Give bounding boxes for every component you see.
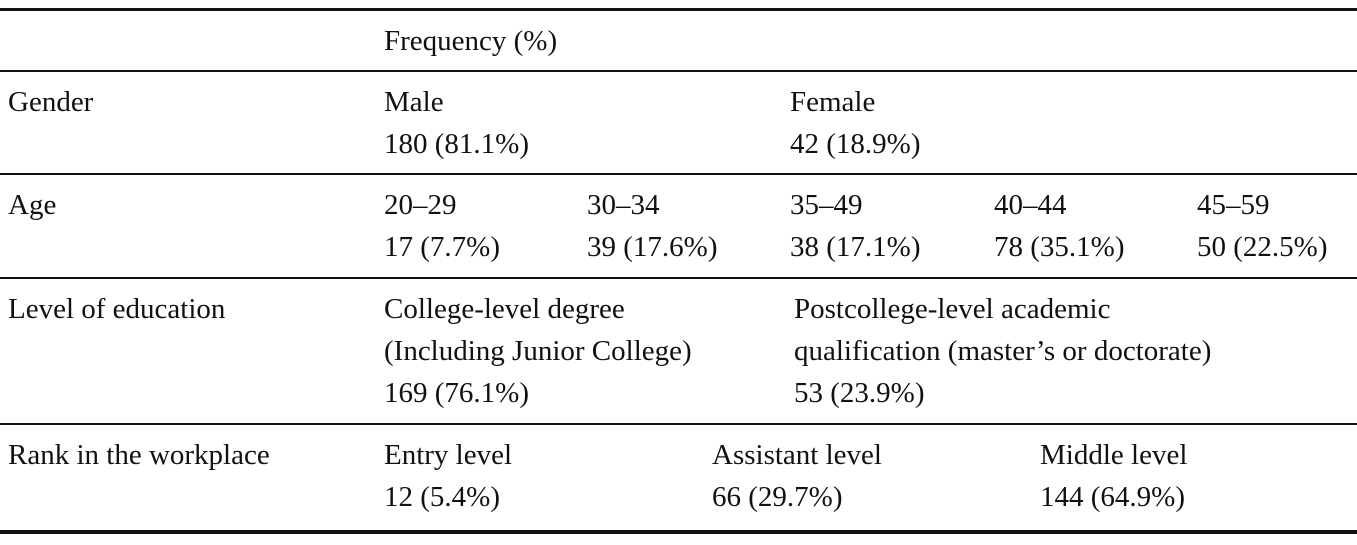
gender-female-cell: Female 42 (18.9%) <box>790 81 920 165</box>
category-label: 20–29 <box>384 189 457 221</box>
category-label: Assistant level <box>712 439 882 471</box>
row-divider <box>0 173 1357 175</box>
frequency-value: 169 (76.1%) <box>384 377 529 409</box>
education-college-cell: College-level degree (Including Junior C… <box>384 288 692 414</box>
row-divider <box>0 277 1357 279</box>
category-label: 40–44 <box>994 189 1067 221</box>
frequency-value: 144 (64.9%) <box>1040 481 1185 513</box>
frequency-value: 66 (29.7%) <box>712 481 843 513</box>
frequency-value: 42 (18.9%) <box>790 128 921 160</box>
top-rule <box>0 8 1357 11</box>
category-label: (Including Junior College) <box>384 335 692 367</box>
category-label: qualification (master’s or doctorate) <box>794 335 1212 367</box>
row-label-gender: Gender <box>8 86 94 118</box>
category-label: College-level degree <box>384 293 625 325</box>
frequency-value: 38 (17.1%) <box>790 231 921 263</box>
frequency-header: Frequency (%) <box>384 25 558 57</box>
category-label: Middle level <box>1040 439 1188 471</box>
category-label: Postcollege-level academic <box>794 293 1111 325</box>
category-label: Entry level <box>384 439 513 471</box>
category-label: Male <box>384 86 444 118</box>
age-cell: 20–29 17 (7.7%) <box>384 184 500 268</box>
frequency-value: 180 (81.1%) <box>384 128 529 160</box>
bottom-rule <box>0 530 1357 534</box>
category-label: 30–34 <box>587 189 660 221</box>
education-postcollege-cell: Postcollege-level academic qualification… <box>794 288 1211 414</box>
row-label-age: Age <box>8 189 57 221</box>
frequency-value: 50 (22.5%) <box>1197 231 1328 263</box>
rank-entry-cell: Entry level 12 (5.4%) <box>384 434 512 518</box>
category-label: Female <box>790 86 876 118</box>
age-cell: 45–59 50 (22.5%) <box>1197 184 1327 268</box>
header-rule <box>0 70 1357 72</box>
rank-assistant-cell: Assistant level 66 (29.7%) <box>712 434 882 518</box>
row-divider <box>0 423 1357 425</box>
row-label-education: Level of education <box>8 293 226 325</box>
frequency-value: 78 (35.1%) <box>994 231 1125 263</box>
rank-middle-cell: Middle level 144 (64.9%) <box>1040 434 1187 518</box>
frequency-value: 53 (23.9%) <box>794 377 925 409</box>
age-cell: 35–49 38 (17.1%) <box>790 184 920 268</box>
gender-male-cell: Male 180 (81.1%) <box>384 81 529 165</box>
category-label: 35–49 <box>790 189 863 221</box>
frequency-value: 17 (7.7%) <box>384 231 500 263</box>
category-label: 45–59 <box>1197 189 1270 221</box>
frequency-value: 39 (17.6%) <box>587 231 718 263</box>
row-label-rank: Rank in the workplace <box>8 439 270 471</box>
age-cell: 40–44 78 (35.1%) <box>994 184 1124 268</box>
age-cell: 30–34 39 (17.6%) <box>587 184 717 268</box>
frequency-value: 12 (5.4%) <box>384 481 500 513</box>
